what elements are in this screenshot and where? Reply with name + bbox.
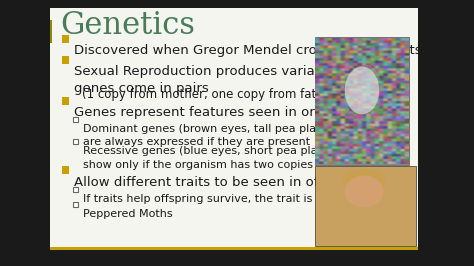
Text: Discovered when Gregor Mendel crossed pea plants: Discovered when Gregor Mendel crossed pe… — [73, 44, 421, 57]
Text: Genetics: Genetics — [60, 10, 195, 41]
Bar — [73, 117, 78, 122]
Text: (1 copy from mother, one copy from father): (1 copy from mother, one copy from fathe… — [82, 88, 340, 101]
Bar — [73, 187, 78, 192]
Bar — [73, 202, 78, 207]
Ellipse shape — [345, 176, 383, 207]
Text: Peppered Moths: Peppered Moths — [83, 209, 173, 219]
Bar — [62, 97, 69, 105]
Bar — [62, 35, 69, 43]
FancyBboxPatch shape — [50, 8, 418, 250]
Bar — [62, 166, 69, 174]
Text: Allow different traits to be seen in offspring: Allow different traits to be seen in off… — [73, 176, 365, 189]
Text: Recessive genes (blue eyes, short pea plants)
show only if the organism has two : Recessive genes (blue eyes, short pea pl… — [83, 146, 339, 169]
Bar — [50, 247, 418, 250]
Ellipse shape — [343, 169, 386, 193]
Bar — [73, 139, 78, 144]
Bar — [315, 37, 410, 165]
Bar — [315, 166, 416, 246]
Bar — [62, 56, 69, 64]
Text: Dominant genes (brown eyes, tall pea plants)
are always expressed if they are pr: Dominant genes (brown eyes, tall pea pla… — [83, 124, 337, 147]
Text: If traits help offspring survive, the trait is passed on: If traits help offspring survive, the tr… — [83, 194, 373, 204]
Ellipse shape — [345, 66, 379, 114]
Text: Genes represent features seen in organisms: Genes represent features seen in organis… — [73, 106, 370, 119]
Bar — [50, 20, 52, 43]
Text: Sexual Reproduction produces variation because
genes come in pairs: Sexual Reproduction produces variation b… — [73, 65, 400, 95]
